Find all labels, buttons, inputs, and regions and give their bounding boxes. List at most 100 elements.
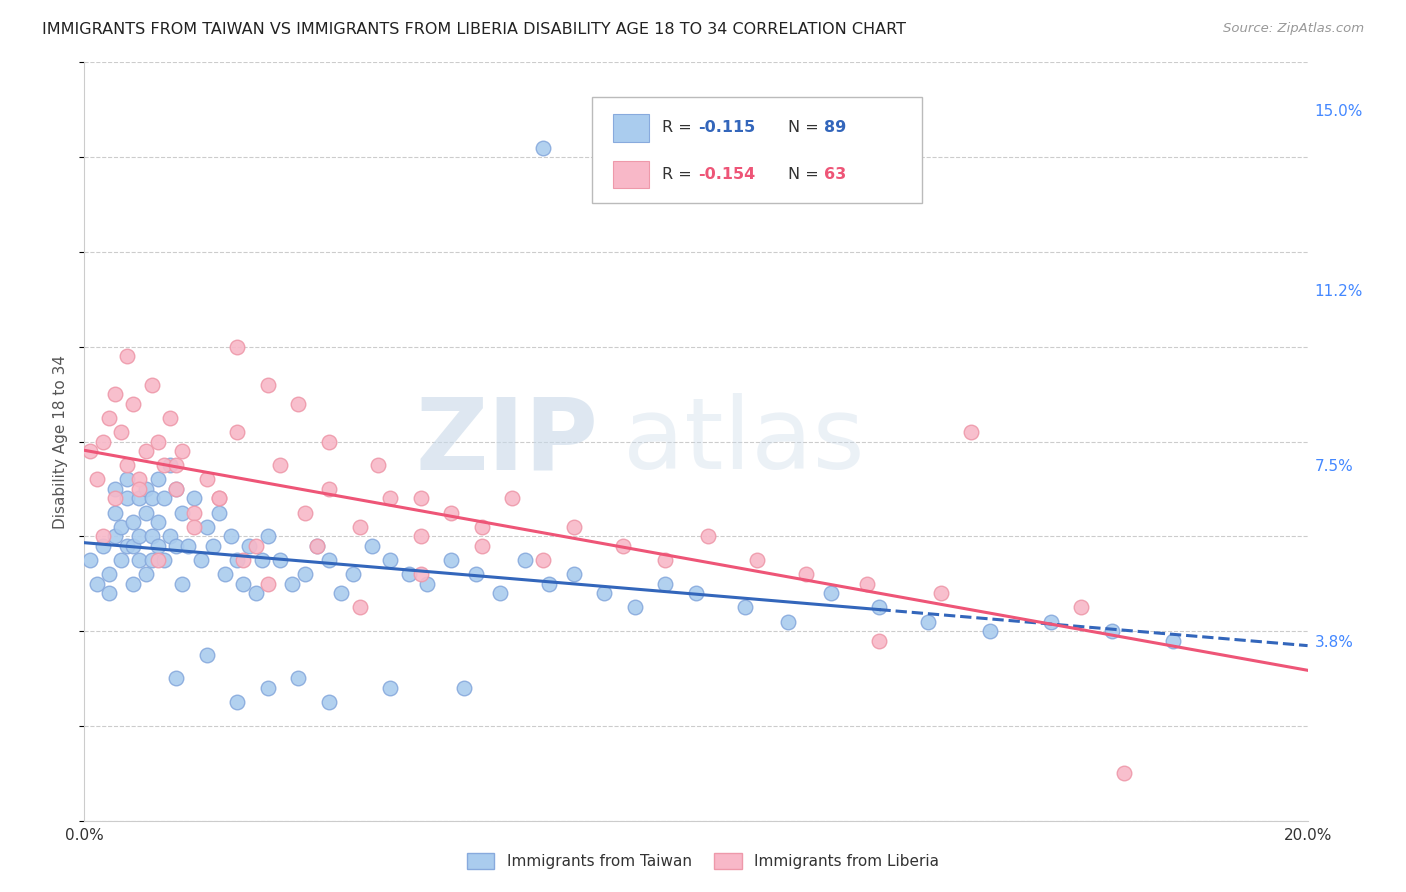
Point [135, 567, 157, 582]
Point [380, 491, 402, 506]
Point [122, 515, 145, 529]
Point [349, 600, 371, 615]
Point [538, 576, 561, 591]
Point [1039, 615, 1062, 629]
Point [349, 520, 371, 534]
Point [979, 624, 1001, 639]
Point [440, 506, 463, 520]
Point [208, 491, 231, 506]
Text: 89: 89 [824, 120, 846, 136]
Point [294, 567, 316, 582]
Point [245, 586, 267, 600]
Point [734, 600, 756, 615]
Point [440, 553, 463, 567]
Point [190, 553, 212, 567]
Point [91, 434, 114, 449]
Point [219, 529, 242, 543]
Point [1101, 624, 1123, 639]
Point [654, 553, 676, 567]
Point [165, 482, 187, 496]
Point [531, 141, 554, 155]
Point [141, 491, 163, 506]
Point [257, 529, 280, 543]
Point [330, 586, 353, 600]
Point [141, 377, 163, 392]
Point [747, 553, 769, 567]
Point [195, 473, 218, 487]
Point [305, 539, 328, 553]
Point [122, 396, 145, 410]
Point [172, 444, 194, 458]
Point [165, 539, 187, 553]
Point [471, 520, 494, 534]
Point [294, 506, 316, 520]
Point [104, 491, 127, 506]
Point [917, 615, 939, 629]
Point [86, 473, 108, 487]
Point [128, 529, 150, 543]
Point [153, 553, 176, 567]
Point [159, 410, 181, 425]
Point [159, 458, 181, 473]
Point [232, 576, 254, 591]
Point [624, 600, 647, 615]
Point [110, 425, 132, 439]
Point [128, 482, 150, 496]
Text: N =: N = [787, 120, 824, 136]
Point [398, 567, 420, 582]
Point [79, 444, 101, 458]
Point [612, 539, 634, 553]
Text: R =: R = [662, 167, 696, 182]
Point [360, 539, 382, 553]
Point [159, 529, 181, 543]
Point [165, 482, 187, 496]
Point [153, 458, 176, 473]
Point [128, 473, 150, 487]
Point [115, 458, 138, 473]
Point [471, 539, 494, 553]
Point [97, 567, 120, 582]
Point [416, 576, 439, 591]
Point [409, 529, 432, 543]
Point [153, 491, 176, 506]
Point [776, 615, 799, 629]
Point [318, 434, 340, 449]
Point [502, 491, 524, 506]
Text: atlas: atlas [623, 393, 865, 490]
Point [183, 491, 205, 506]
Point [104, 482, 127, 496]
Point [318, 553, 340, 567]
Point [697, 529, 720, 543]
Point [489, 586, 512, 600]
Point [115, 539, 138, 553]
Point [79, 553, 101, 567]
Point [367, 458, 389, 473]
Text: IMMIGRANTS FROM TAIWAN VS IMMIGRANTS FROM LIBERIA DISABILITY AGE 18 TO 34 CORREL: IMMIGRANTS FROM TAIWAN VS IMMIGRANTS FRO… [42, 22, 907, 37]
Point [464, 567, 486, 582]
Point [97, 410, 120, 425]
Point [257, 681, 280, 695]
Point [110, 520, 132, 534]
Point [226, 695, 249, 709]
Point [208, 506, 231, 520]
Point [195, 648, 218, 662]
Point [214, 567, 236, 582]
Point [245, 539, 267, 553]
Point [135, 444, 157, 458]
Point [929, 586, 952, 600]
Point [146, 553, 169, 567]
Point [562, 520, 585, 534]
Point [281, 576, 304, 591]
Point [232, 553, 254, 567]
Point [104, 387, 127, 401]
Point [1114, 766, 1136, 780]
Point [141, 553, 163, 567]
Text: R =: R = [662, 120, 696, 136]
Point [183, 506, 205, 520]
Point [1070, 600, 1092, 615]
Text: ZIP: ZIP [415, 393, 598, 490]
Point [869, 600, 891, 615]
Point [960, 425, 983, 439]
Point [287, 396, 309, 410]
Point [86, 576, 108, 591]
